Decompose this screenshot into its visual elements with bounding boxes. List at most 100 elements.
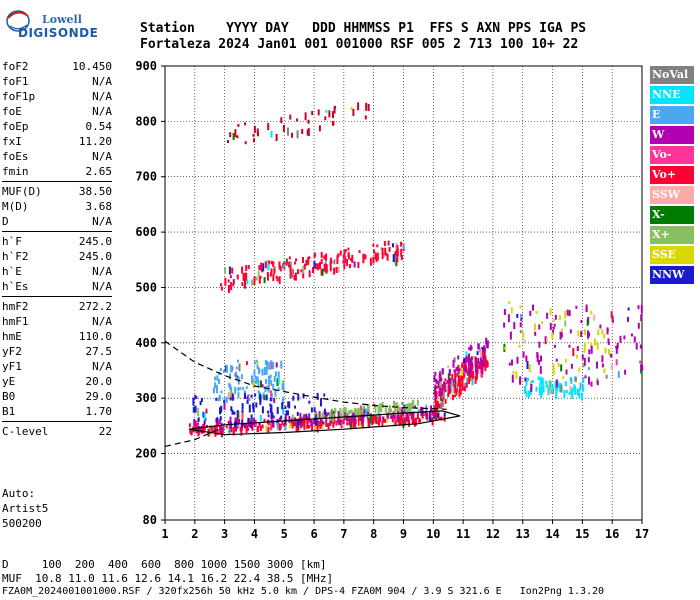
echo-mark xyxy=(234,373,237,377)
echo-mark xyxy=(601,329,604,335)
echo-mark xyxy=(299,420,302,426)
echo-mark xyxy=(284,423,287,427)
profile-curve-dashed xyxy=(164,340,447,410)
echo-mark xyxy=(400,248,403,257)
echo-mark xyxy=(342,260,345,264)
echo-mark xyxy=(386,253,389,261)
echo-mark xyxy=(395,402,398,411)
echo-mark xyxy=(355,408,358,417)
echo-mark xyxy=(290,422,293,426)
echo-mark xyxy=(324,413,327,418)
echo-mark xyxy=(508,362,511,366)
param-name: hmF2 xyxy=(2,300,29,313)
echo-mark xyxy=(415,417,417,426)
echo-mark xyxy=(217,422,220,427)
echo-mark xyxy=(287,127,289,136)
echo-mark xyxy=(270,360,273,365)
echo-mark xyxy=(552,367,555,376)
echo-mark xyxy=(342,407,345,414)
echo-mark xyxy=(241,412,244,420)
echo-mark xyxy=(376,244,379,248)
echo-mark xyxy=(401,402,404,406)
echo-mark xyxy=(252,133,255,137)
echo-mark xyxy=(551,332,554,340)
echo-mark xyxy=(578,392,581,399)
param-separator xyxy=(2,421,112,422)
echo-mark xyxy=(361,414,363,423)
echo-mark xyxy=(223,401,226,410)
echo-mark xyxy=(442,386,445,391)
echo-mark xyxy=(342,411,345,419)
echo-mark xyxy=(348,420,351,426)
echo-mark xyxy=(539,388,541,396)
echo-mark xyxy=(296,130,299,139)
echo-mark xyxy=(590,310,593,315)
echo-mark xyxy=(400,412,403,421)
echo-mark xyxy=(391,415,394,423)
echo-mark xyxy=(425,410,428,416)
param-value: 3.68 xyxy=(85,200,113,213)
echo-mark xyxy=(540,390,543,393)
echo-mark xyxy=(203,420,206,425)
auto-code: 500200 xyxy=(2,517,42,530)
echo-mark xyxy=(525,355,528,362)
echo-mark xyxy=(394,254,396,263)
param-row: foF1p N/A xyxy=(2,89,112,104)
echo-mark xyxy=(486,360,489,368)
echo-mark xyxy=(384,405,387,413)
echo-mark xyxy=(443,381,445,387)
echo-mark xyxy=(297,424,300,432)
echo-mark xyxy=(314,412,317,415)
echo-mark xyxy=(194,423,197,432)
echo-mark xyxy=(458,372,461,378)
echo-mark xyxy=(324,259,327,265)
echo-mark xyxy=(212,387,215,394)
echo-mark xyxy=(373,249,376,254)
echo-mark xyxy=(245,361,248,366)
echo-mark xyxy=(251,419,253,423)
echo-mark xyxy=(580,331,583,337)
digisonde-logo: Lowell DIGISONDE xyxy=(4,4,98,42)
param-name: foE xyxy=(2,105,22,118)
echo-mark xyxy=(457,383,459,387)
echo-mark xyxy=(350,107,353,110)
echo-mark xyxy=(225,364,228,373)
param-row: h`F2 245.0 xyxy=(2,249,112,264)
echo-mark xyxy=(558,315,561,321)
echo-mark xyxy=(267,263,270,271)
echo-mark xyxy=(266,360,269,369)
echo-mark xyxy=(264,261,267,269)
echo-mark xyxy=(333,259,336,265)
echo-mark xyxy=(554,383,557,390)
echo-mark xyxy=(324,116,327,121)
echo-mark xyxy=(405,413,408,422)
echo-mark xyxy=(260,380,262,388)
echo-mark xyxy=(300,269,303,273)
x-tick-label: 1 xyxy=(161,527,168,541)
echo-mark xyxy=(216,417,219,423)
echo-mark xyxy=(256,128,259,135)
echo-mark xyxy=(292,395,295,401)
echo-mark xyxy=(328,110,331,118)
echo-mark xyxy=(540,355,542,362)
echo-mark xyxy=(316,424,319,433)
echo-mark xyxy=(438,390,441,397)
echo-mark xyxy=(539,376,542,385)
echo-mark xyxy=(211,426,214,431)
echo-mark xyxy=(264,386,267,392)
echo-mark xyxy=(458,388,461,395)
echo-mark xyxy=(453,393,456,398)
echo-mark xyxy=(250,421,253,429)
echo-mark xyxy=(229,132,232,138)
echo-mark xyxy=(447,393,450,398)
echo-mark xyxy=(252,402,255,409)
polarization-legend: NoVal NNE E W Vo- Vo+ SSW X- X+ SSE NNW xyxy=(650,66,694,286)
echo-mark xyxy=(270,390,273,397)
echo-mark xyxy=(584,375,587,379)
echo-mark xyxy=(347,410,350,418)
echo-mark xyxy=(277,376,280,385)
echo-mark xyxy=(281,396,284,405)
echo-mark xyxy=(275,134,278,141)
echo-mark xyxy=(313,253,316,258)
echo-mark xyxy=(414,405,416,409)
